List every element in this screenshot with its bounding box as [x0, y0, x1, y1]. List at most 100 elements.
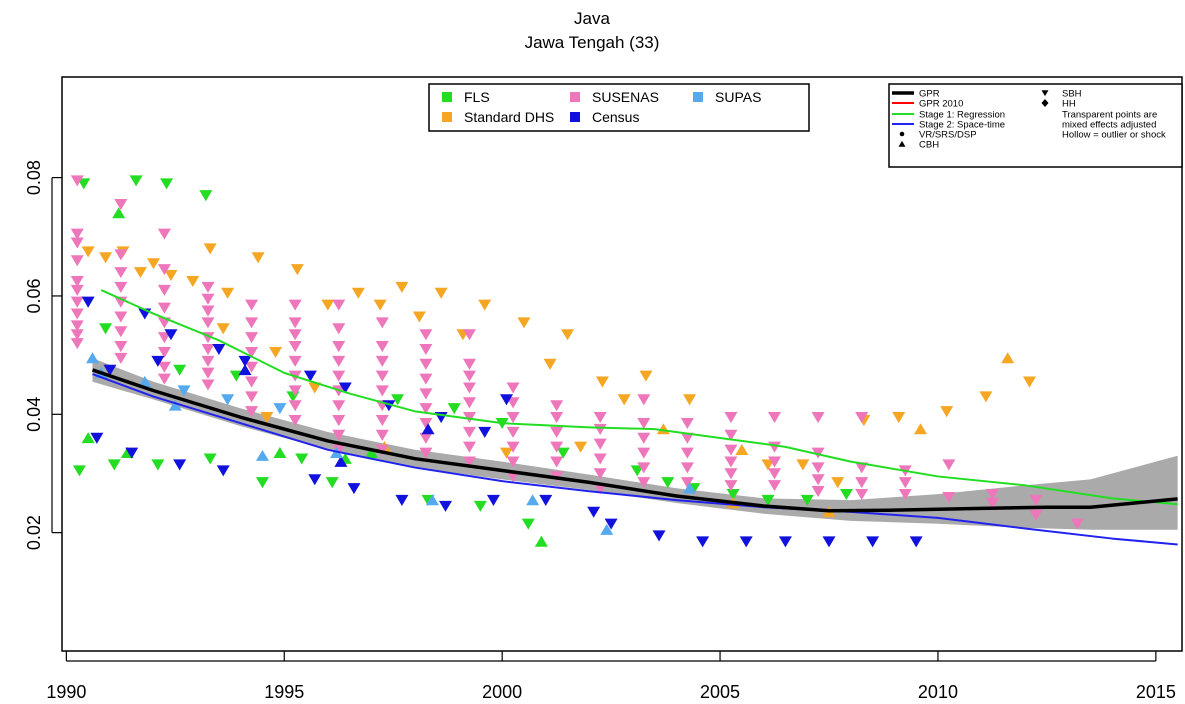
data-point — [221, 287, 235, 299]
legend-label: FLS — [464, 89, 490, 105]
legend-label: SUPAS — [715, 89, 761, 105]
data-point — [245, 391, 259, 403]
data-point — [761, 459, 775, 471]
data-point — [238, 364, 252, 376]
data-point — [593, 468, 607, 480]
data-point — [245, 317, 259, 329]
data-point — [332, 444, 346, 456]
data-point — [288, 329, 302, 341]
data-point — [517, 317, 531, 329]
legend-label: Stage 1: Regression — [919, 110, 1005, 121]
data-point — [543, 358, 557, 370]
data-point — [245, 299, 259, 311]
data-point — [768, 412, 782, 424]
data-point — [375, 370, 389, 382]
data-point — [375, 317, 389, 329]
data-point — [419, 403, 433, 415]
data-points-layer — [70, 175, 1084, 548]
data-point — [168, 399, 182, 411]
data-point — [593, 453, 607, 465]
data-point — [375, 444, 389, 456]
data-point — [419, 329, 433, 341]
data-point — [811, 462, 825, 474]
legend-label: Hollow = outlier or shock — [1062, 130, 1166, 141]
data-point — [637, 477, 651, 489]
data-point — [81, 296, 95, 308]
data-point — [637, 447, 651, 459]
data-point — [462, 358, 476, 370]
legend-swatch — [570, 112, 580, 122]
data-point — [70, 338, 84, 350]
data-point — [290, 264, 304, 276]
data-point — [421, 423, 435, 435]
x-tick-label: 2015 — [1136, 682, 1176, 702]
data-point — [942, 459, 956, 471]
model-legend-box — [888, 83, 1183, 168]
data-point — [561, 329, 575, 341]
data-point — [77, 178, 91, 190]
data-point — [177, 385, 191, 397]
data-point — [593, 412, 607, 424]
data-point — [724, 480, 738, 492]
data-point — [811, 412, 825, 424]
data-point — [288, 317, 302, 329]
legend-label: Standard DHS — [464, 109, 554, 125]
data-point — [288, 415, 302, 427]
data-point — [680, 432, 694, 444]
data-point — [114, 341, 128, 353]
data-point — [125, 447, 139, 459]
data-point — [288, 355, 302, 367]
data-point — [375, 341, 389, 353]
legend-label: HH — [1062, 99, 1076, 110]
data-point — [726, 488, 740, 501]
data-point — [800, 494, 814, 506]
data-point — [295, 453, 309, 465]
data-point — [539, 494, 553, 506]
data-point — [251, 252, 265, 264]
data-point — [574, 441, 588, 453]
data-point — [114, 311, 128, 323]
data-point — [683, 482, 697, 494]
data-point — [70, 296, 84, 308]
legend-label: VR/SRS/DSP — [919, 130, 977, 141]
data-point — [81, 246, 95, 258]
data-point — [308, 382, 322, 394]
data-point — [157, 332, 171, 344]
data-point — [855, 462, 869, 474]
data-point — [855, 477, 869, 489]
y-axis: 0.02 0.04 0.06 0.08 — [24, 160, 62, 550]
uncertainty-band-layer — [92, 358, 1178, 530]
data-point — [550, 456, 564, 468]
data-point — [151, 355, 165, 367]
data-point — [347, 483, 361, 495]
line-gpr — [91, 368, 1178, 513]
data-point — [321, 299, 335, 311]
data-point — [114, 326, 128, 338]
data-point — [164, 270, 178, 282]
data-point — [768, 456, 782, 468]
data-point — [303, 370, 317, 382]
data-point — [133, 267, 147, 279]
legend-triangle-down-symbol — [1041, 90, 1049, 97]
data-point — [630, 465, 644, 477]
data-point — [724, 468, 738, 480]
data-point — [866, 536, 880, 548]
series-fls — [72, 175, 853, 547]
data-point — [419, 447, 433, 459]
data-point — [680, 447, 694, 459]
data-point — [500, 394, 514, 406]
data-point — [395, 281, 409, 293]
data-point — [593, 423, 607, 435]
data-point — [550, 441, 564, 453]
data-point — [500, 447, 514, 459]
data-point — [245, 361, 259, 373]
data-point — [70, 237, 84, 249]
data-point — [203, 453, 217, 465]
data-point — [90, 432, 104, 444]
data-point — [112, 207, 126, 219]
data-point — [288, 400, 302, 412]
data-point — [462, 412, 476, 424]
data-point — [238, 355, 252, 367]
data-point — [114, 267, 128, 279]
data-point — [550, 426, 564, 438]
